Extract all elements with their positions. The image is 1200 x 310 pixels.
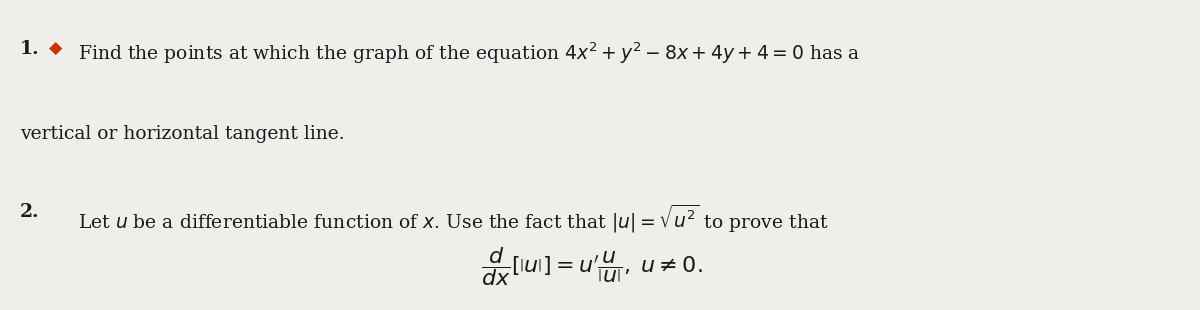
Text: 1.: 1. — [19, 40, 40, 58]
Text: vertical or horizontal tangent line.: vertical or horizontal tangent line. — [19, 125, 344, 143]
Text: Let $u$ be a differentiable function of $x$. Use the fact that $|u| = \sqrt{u^2}: Let $u$ be a differentiable function of … — [78, 203, 829, 235]
Text: Find the points at which the graph of the equation $4x^2 + y^2 - 8x + 4y + 4 = 0: Find the points at which the graph of th… — [78, 40, 860, 66]
Text: $\dfrac{d}{dx}\left[\left|u\right|\right] = u'\dfrac{u}{\left|u\right|},\; u \ne: $\dfrac{d}{dx}\left[\left|u\right|\right… — [481, 245, 702, 288]
Text: ◆: ◆ — [49, 40, 62, 58]
Text: 2.: 2. — [19, 203, 40, 221]
